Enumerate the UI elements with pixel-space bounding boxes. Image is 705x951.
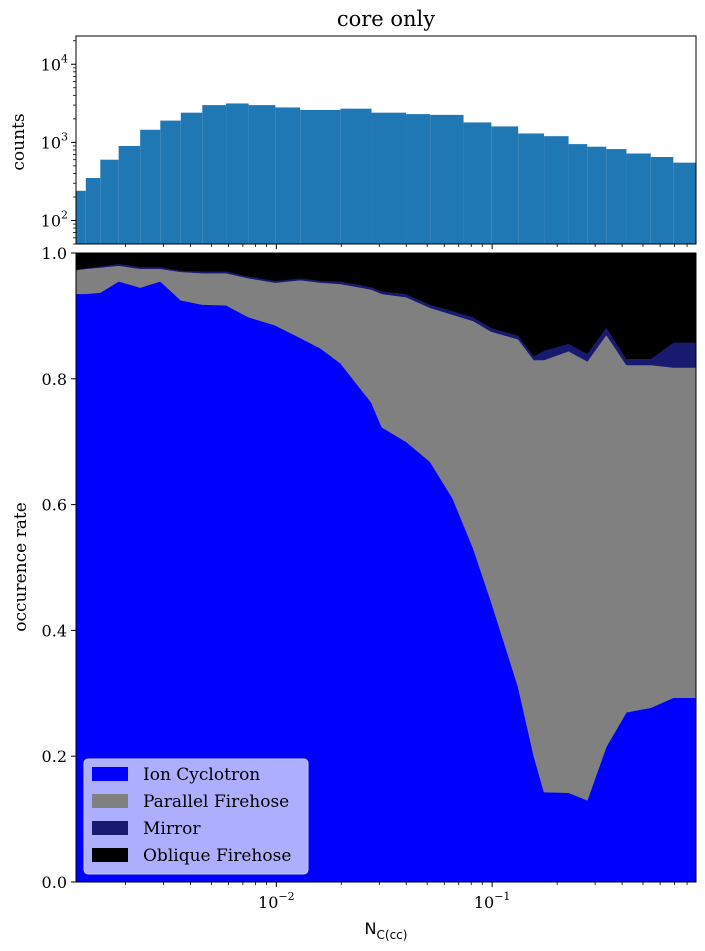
histogram-panel: core only 102 103 104 counts [9,7,697,249]
histogram-bar [160,120,181,244]
histogram-bar [180,112,203,244]
x-axis-label: NC(cc) [365,919,408,942]
occurrence-y-tick-label: 1.0 [42,244,67,263]
legend-swatch [92,767,128,781]
histogram-bar [275,107,301,244]
histogram-bar [100,159,119,244]
histogram-bar [606,149,627,244]
histogram-bar [118,145,141,244]
histogram-x-ticks [125,244,688,249]
histogram-y-tick-label: 103 [41,130,68,152]
histogram-bar [85,177,101,244]
x-tick-label: 10−2 [258,890,295,912]
occurrence-y-tick-label: 0.8 [42,370,67,389]
histogram-y-axis-label: counts [9,113,29,170]
x-tick-label: 10−1 [474,890,511,912]
histogram-bar [371,112,407,244]
occurrence-y-ticks: 0.0 0.2 0.4 0.6 0.8 1.0 [42,244,76,892]
occurrence-y-tick-label: 0.0 [42,873,67,892]
occurrence-y-tick-label: 0.2 [42,747,67,766]
legend: Ion Cyclotron Parallel Firehose Mirror Obli… [83,758,309,875]
legend-swatch [92,794,128,808]
histogram-bar [626,153,651,244]
histogram-bar [430,114,464,244]
histogram-bar [544,136,569,244]
occurrence-x-ticks: 10−2 10−1 [125,882,688,912]
legend-label: Mirror [143,819,201,839]
legend-swatch [92,821,128,835]
histogram-y-tick-label: 104 [41,52,68,74]
legend-label: Oblique Firehose [143,846,291,866]
histogram-bar [226,103,249,245]
histogram-y-ticks: 102 103 104 [41,40,76,245]
histogram-bar [340,108,372,244]
histogram-bars [76,103,696,245]
histogram-bar [650,156,674,244]
legend-box [83,758,309,875]
occurrence-y-axis-label: occurence rate [11,502,31,632]
occurrence-panel: 0.0 0.2 0.4 0.6 0.8 1.0 10−2 10−1 occurence ra… [11,244,697,942]
histogram-bar [406,114,431,244]
x-axis-label-main: N [365,919,377,938]
histogram-bar [300,109,341,244]
chart-title: core only [337,7,435,31]
histogram-bar [587,146,607,244]
legend-label: Ion Cyclotron [143,765,260,785]
histogram-frame [75,35,697,245]
legend-label: Parallel Firehose [143,792,289,812]
legend-items: Ion Cyclotron Parallel Firehose Mirror Obli… [92,765,291,866]
histogram-bar [568,144,588,244]
occurrence-frame [75,252,697,883]
occurrence-y-tick-label: 0.6 [42,496,67,515]
x-axis-label-subscript: C(cc) [377,928,408,942]
histogram-bar [518,133,545,244]
histogram-bar [491,126,519,244]
histogram-bar [673,162,696,244]
histogram-bar [140,129,161,244]
histogram-bar [248,105,276,244]
occurrence-y-tick-label: 0.4 [42,621,67,640]
histogram-bar [76,190,86,244]
legend-swatch [92,848,128,862]
histogram-y-tick-label: 102 [41,208,68,230]
histogram-bar [463,122,492,244]
histogram-bar [202,105,227,244]
